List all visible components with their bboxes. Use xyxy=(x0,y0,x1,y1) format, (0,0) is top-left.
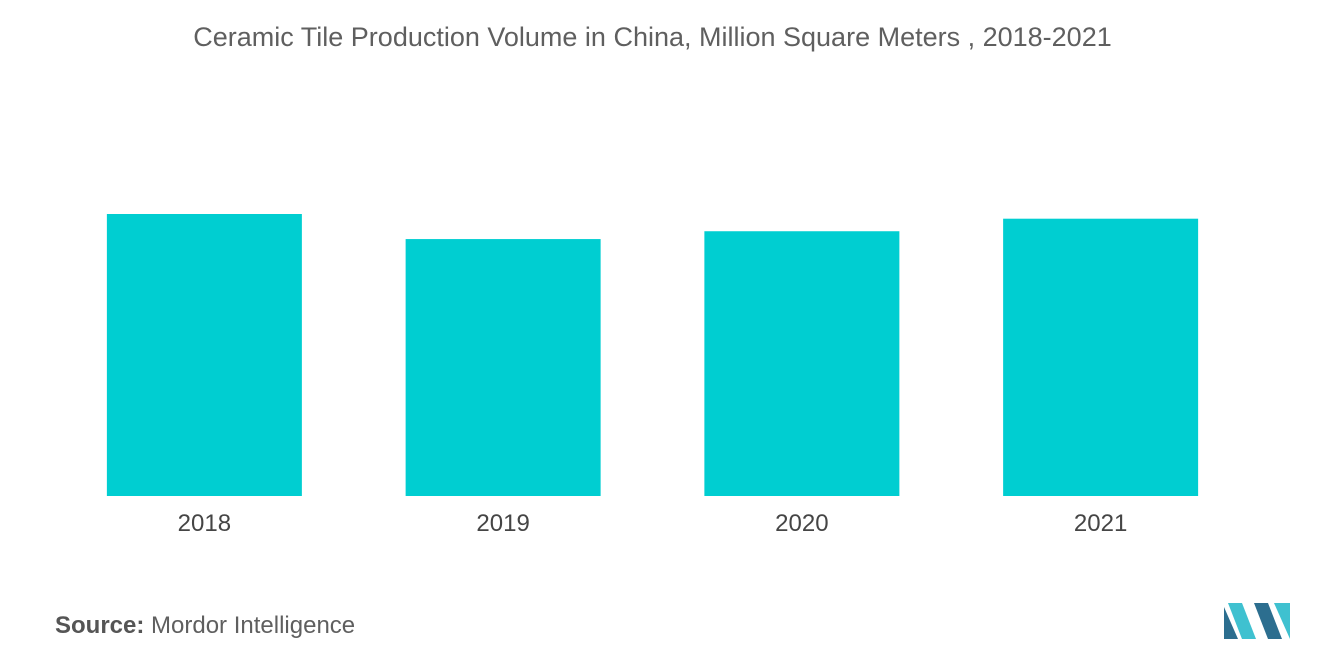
x-tick-label-2018: 2018 xyxy=(178,510,231,537)
mordor-intelligence-logo-icon xyxy=(1224,603,1290,639)
x-tick-label-2019: 2019 xyxy=(476,510,529,537)
x-tick-label-2021: 2021 xyxy=(1074,510,1127,537)
bar-2021 xyxy=(1003,218,1199,496)
x-tick-label-2020: 2020 xyxy=(775,510,828,537)
source-note: Source: Mordor Intelligence xyxy=(55,612,355,640)
bar-2019 xyxy=(405,239,601,497)
bar-2018 xyxy=(106,214,302,496)
logo-shape-mid xyxy=(1228,603,1256,639)
bar-2020 xyxy=(704,231,900,496)
source-label: Source: xyxy=(55,612,145,639)
logo-shape-right xyxy=(1274,603,1290,639)
source-value: Mordor Intelligence xyxy=(151,612,356,639)
logo-shape-mid2 xyxy=(1254,603,1282,639)
chart-title: Ceramic Tile Production Volume in China,… xyxy=(193,22,1112,52)
x-axis-ticks: 2018 2019 2020 2021 xyxy=(178,510,1128,537)
logo-shape-left xyxy=(1224,607,1238,639)
bars-group xyxy=(106,214,1199,497)
